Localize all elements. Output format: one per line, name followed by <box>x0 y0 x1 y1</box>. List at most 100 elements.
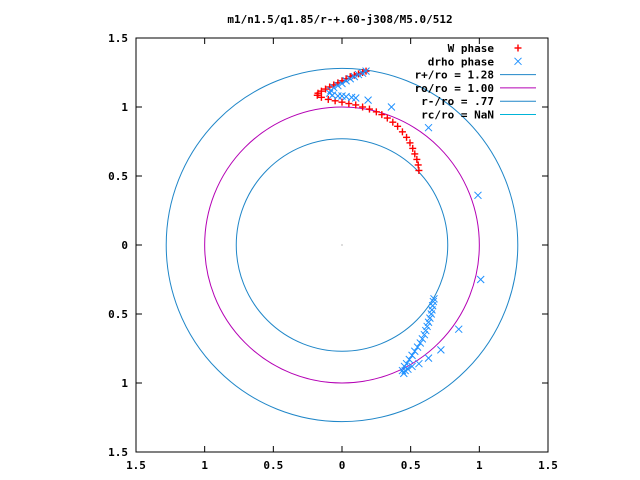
w-phase-point <box>389 118 397 126</box>
cross-b <box>424 354 433 363</box>
w-phase-point <box>365 105 373 113</box>
cross-b <box>354 70 363 79</box>
w-phase-point <box>317 93 325 101</box>
cross-b <box>474 191 482 200</box>
y-tick-label: 1.5 <box>108 32 128 45</box>
y-tick-label: 0 <box>121 239 128 252</box>
drho-phase-point <box>418 334 427 343</box>
cross-b <box>362 67 370 75</box>
cross-b <box>437 346 445 354</box>
x-tick-label: 1.5 <box>538 459 558 472</box>
w-phase-point <box>359 103 367 111</box>
legend-symbol-plus <box>514 44 522 52</box>
drho-phase-point <box>421 326 430 335</box>
drho-phase-point <box>346 74 355 83</box>
drho-phase-point <box>408 362 416 371</box>
cross-b <box>342 76 350 85</box>
origin-dot <box>341 244 343 246</box>
drho-phase-point <box>350 72 359 81</box>
drho-phase-point <box>423 322 432 331</box>
w-phase-point <box>322 85 330 93</box>
drho-phase-point <box>424 123 433 132</box>
w-phase-point <box>398 128 406 136</box>
drho-phase-point <box>405 355 414 364</box>
cross-b <box>338 79 346 88</box>
legend-label: ro/ro = 1.00 <box>415 82 494 95</box>
marker-series <box>313 67 485 378</box>
drho-phase-point <box>424 354 433 363</box>
w-phase-point <box>324 95 332 103</box>
drho-phase-point <box>429 297 438 306</box>
cross-b <box>338 92 346 100</box>
w-phase-point <box>317 87 325 95</box>
w-phase-point <box>345 100 353 108</box>
cross-b <box>399 369 408 378</box>
drho-phase-point <box>476 275 485 284</box>
drho-phase-point <box>338 79 346 88</box>
cross-b <box>415 359 423 368</box>
w-phase-point <box>403 133 411 141</box>
cross-b <box>420 330 429 339</box>
cross-b <box>430 294 438 303</box>
cross-b <box>402 359 411 368</box>
y-tick-label: 1.5 <box>108 446 128 459</box>
w-phase-point <box>406 139 414 147</box>
drho-phase-point <box>430 294 438 303</box>
drho-phase-point <box>454 325 463 334</box>
legend-label: r+/ro = 1.28 <box>415 69 494 82</box>
circle-2 <box>165 67 519 423</box>
circle-series <box>165 67 519 423</box>
w-phase-point <box>411 150 419 158</box>
x-tick-label: 1.5 <box>126 459 146 472</box>
legend-label: r-/ro = .77 <box>421 95 494 108</box>
drho-phase-point <box>413 343 422 351</box>
w-phase-point <box>414 161 422 169</box>
cross-b <box>476 275 485 284</box>
drho-phase-point <box>342 76 350 85</box>
y-tick-label: 0.5 <box>108 170 128 183</box>
drho-phase-point <box>362 67 370 75</box>
cross-b <box>514 57 522 66</box>
legend-symbol-cross <box>514 57 522 66</box>
drho-phase-point <box>426 314 434 322</box>
drho-phase-point <box>437 346 445 354</box>
drho-phase-point <box>415 359 423 368</box>
axis-ticks: 1.5 1 0.5 0 0.5 1 1.51.510.500.511.5 <box>108 32 558 472</box>
w-phase-point <box>413 155 421 163</box>
drho-phase-point <box>354 70 363 79</box>
cross-b <box>429 297 438 306</box>
cross-b <box>424 123 433 132</box>
w-phase-point <box>409 144 417 152</box>
drho-phase-point <box>398 366 407 375</box>
cross-b <box>416 339 425 347</box>
drho-phase-point <box>420 330 429 339</box>
y-tick-label: 1 <box>121 101 128 114</box>
drho-phase-point <box>408 351 416 360</box>
cross-b <box>398 366 407 375</box>
cross-b <box>426 314 434 322</box>
cross-b <box>418 334 427 343</box>
drho-phase-point <box>416 339 425 347</box>
cross-b <box>358 69 367 78</box>
cross-b <box>424 318 433 327</box>
x-tick-label: 0 <box>339 459 346 472</box>
cross-b <box>364 96 372 104</box>
x-tick-label: 0.5 <box>401 459 421 472</box>
circle-3 <box>204 106 480 384</box>
drho-phase-point <box>364 96 372 104</box>
chart-title: m1/n1.5/q1.85/r-+.60-j308/M5.0/512 <box>227 13 452 26</box>
drho-phase-point <box>327 86 335 95</box>
y-tick-label: 0.5 <box>108 308 128 321</box>
drho-phase-point <box>399 369 408 378</box>
y-tick-label: 1 <box>121 377 128 390</box>
cross-b <box>351 94 360 102</box>
drho-phase-point <box>424 318 433 327</box>
cross-b <box>347 93 356 102</box>
cross-b <box>413 343 422 351</box>
x-tick-label: 1 <box>201 459 208 472</box>
w-phase-point <box>383 114 391 122</box>
drho-phase-point <box>410 347 419 356</box>
cross-b <box>408 362 416 371</box>
